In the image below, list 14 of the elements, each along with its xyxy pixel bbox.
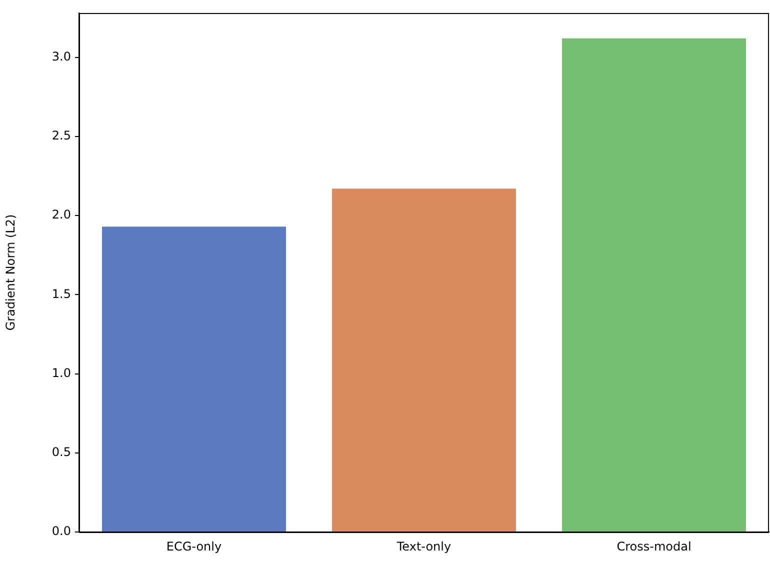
y-tick-label: 1.5: [52, 286, 71, 301]
bar: [562, 38, 746, 532]
y-tick-label: 3.0: [52, 49, 71, 64]
x-tick-label: Text-only: [396, 539, 452, 554]
y-tick-label: 2.0: [52, 208, 71, 222]
y-tick-label: 2.5: [52, 128, 71, 143]
bar: [102, 226, 286, 532]
bar: [332, 188, 516, 532]
y-tick-label: 0.0: [52, 524, 71, 538]
y-tick-label: 0.5: [52, 445, 71, 460]
x-tick-label: Cross-modal: [616, 539, 692, 554]
x-tick-label: ECG-only: [166, 539, 222, 554]
y-axis-title: Gradient Norm (L2): [3, 214, 18, 331]
y-tick-label: 1.0: [52, 366, 71, 380]
